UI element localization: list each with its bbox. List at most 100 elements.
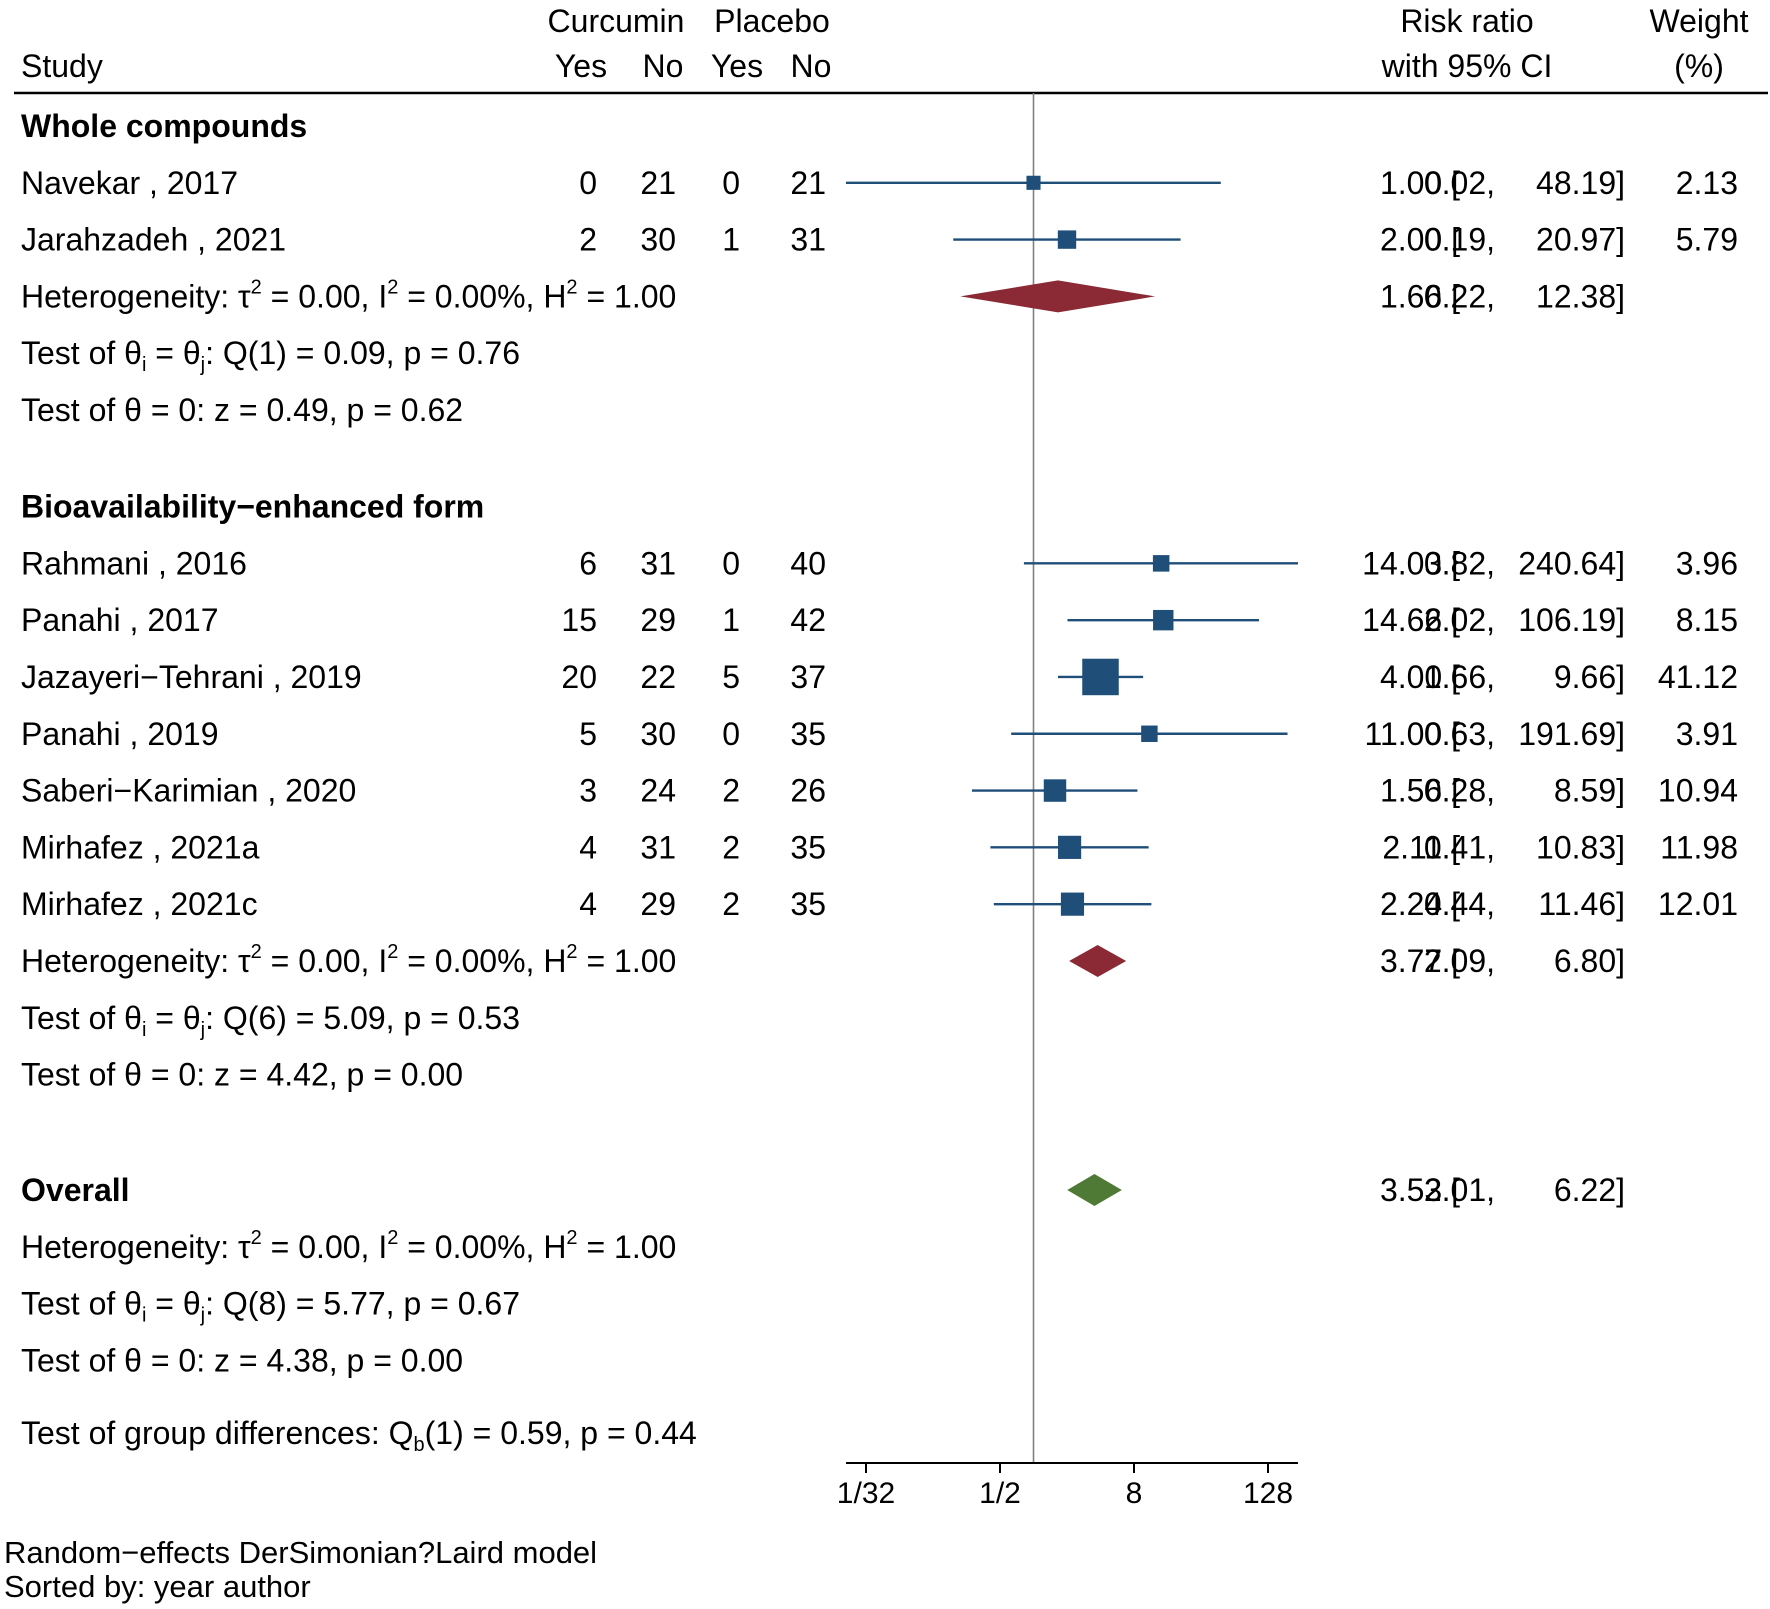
group-1-z-test: Test of θ = 0: z = 0.49, p = 0.62 bbox=[21, 392, 463, 428]
group-2-study-1-point bbox=[1152, 555, 1170, 572]
group-2-study-3-label: Jazayeri−Tehrani , 2019 bbox=[21, 659, 362, 695]
group-2-q-b: = θ bbox=[146, 1000, 200, 1036]
x-axis: 1/32 1/2 8 128 bbox=[837, 1462, 1298, 1510]
group-2-study-4-ci-upper: 191.69] bbox=[1518, 716, 1625, 752]
group-2-study-1-placebo-yes: 0 bbox=[722, 545, 740, 581]
group-2-study-3-rr: 4.00 [ bbox=[1380, 659, 1460, 695]
footer-model: Random−effects DerSimonian?Laird model bbox=[4, 1535, 597, 1570]
group-2-study-7-ci-lower: 0.44, bbox=[1424, 886, 1495, 922]
footer: Random−effects DerSimonian?Laird model S… bbox=[4, 1535, 597, 1604]
group-2-study-7-weight: 12.01 bbox=[1658, 886, 1738, 922]
group-2-study-3-curcumin-no: 22 bbox=[640, 659, 676, 695]
group-2-q-a: Test of θ bbox=[21, 1000, 142, 1036]
header-weight-line1: Weight bbox=[1649, 3, 1748, 39]
group-2-study-6-curcumin-no: 31 bbox=[640, 829, 676, 865]
group-2-study-1-ci-lower: 0.82, bbox=[1424, 545, 1495, 581]
group-1-het-sup-2: 2 bbox=[387, 276, 398, 298]
header-curcumin-yes: Yes bbox=[555, 48, 607, 84]
group-2-study-6-ci-lower: 0.41, bbox=[1424, 829, 1495, 865]
group-1-study-2-weight: 5.79 bbox=[1676, 222, 1738, 258]
header-rr-line1: Risk ratio bbox=[1400, 3, 1533, 39]
group-2-study-4-weight: 3.91 bbox=[1676, 716, 1738, 752]
group-2-title: Bioavailability−enhanced form bbox=[21, 489, 484, 525]
header-curcumin: Curcumin bbox=[548, 3, 685, 39]
group-2-study-5-weight: 10.94 bbox=[1658, 773, 1738, 809]
group-2-study-7-rr: 2.24 [ bbox=[1380, 886, 1460, 922]
group-2-study-7-curcumin-no: 29 bbox=[640, 886, 676, 922]
group-2-study-5-curcumin-yes: 3 bbox=[579, 773, 597, 809]
group-2-het-sup-1: 2 bbox=[251, 941, 262, 963]
overall-q-test: Test of θi = θj: Q(8) = 5.77, p = 0.67 bbox=[21, 1286, 520, 1327]
group-2-study-6-label: Mirhafez , 2021a bbox=[21, 829, 260, 865]
group-1-title: Whole compounds bbox=[21, 108, 307, 144]
group-1-study-1-point bbox=[1026, 175, 1041, 190]
group-2-study-5-point bbox=[1043, 779, 1067, 802]
group-2-study-1-label: Rahmani , 2016 bbox=[21, 545, 247, 581]
group-2-study-7-placebo-yes: 2 bbox=[722, 886, 740, 922]
group-2-q-sub-j: j bbox=[200, 1019, 205, 1041]
group-1-pooled-rr: 1.66 [ bbox=[1380, 278, 1460, 314]
group-2-study-7-point bbox=[1060, 892, 1085, 916]
group-2-study-4-curcumin-no: 30 bbox=[640, 716, 676, 752]
overall-q-sub-j: j bbox=[200, 1305, 205, 1327]
group-1-study-2-curcumin-no: 30 bbox=[640, 222, 676, 258]
group-2-study-3-ci-upper: 9.66] bbox=[1554, 659, 1625, 695]
group-1-study-1-label: Navekar , 2017 bbox=[21, 165, 238, 201]
overall-pooled-rr: 3.53 [ bbox=[1380, 1172, 1460, 1208]
svg-text:Test of group differences: Qb(: Test of group differences: Qb(1) = 0.59,… bbox=[21, 1415, 697, 1456]
group-2-study-2-ci-lower: 2.02, bbox=[1424, 602, 1495, 638]
group-difference-test: Test of group differences: Qb(1) = 0.59,… bbox=[21, 1415, 697, 1456]
group-2-study-1-curcumin-yes: 6 bbox=[579, 545, 597, 581]
group-2-z-test: Test of θ = 0: z = 4.42, p = 0.00 bbox=[21, 1057, 463, 1093]
group-1-study-2-point bbox=[1057, 230, 1077, 249]
group-2-pooled-rr: 3.77 [ bbox=[1380, 943, 1460, 979]
group-2-study-7-ci-upper: 11.46] bbox=[1538, 886, 1625, 922]
group-2-study-1-rr: 14.03 [ bbox=[1362, 545, 1460, 581]
group-1-het-value: = 1.00 bbox=[578, 278, 677, 314]
header-placebo-no: No bbox=[791, 48, 832, 84]
group-2-study-4-placebo-yes: 0 bbox=[722, 716, 740, 752]
group-1-q-c: : Q(1) = 0.09, p = 0.76 bbox=[205, 335, 520, 371]
group-2-study-6-placebo-no: 35 bbox=[790, 829, 826, 865]
overall-q-b: = θ bbox=[146, 1286, 200, 1322]
group-2-study-5-label: Saberi−Karimian , 2020 bbox=[21, 773, 356, 809]
group-test-text-a: Test of group differences: Q bbox=[21, 1415, 414, 1451]
overall-het-sup-1: 2 bbox=[251, 1227, 262, 1249]
group-2-study-2-rr: 14.66 [ bbox=[1362, 602, 1460, 638]
group-2-q-sub-i: i bbox=[142, 1019, 146, 1041]
group-1-study-2-label: Jarahzadeh , 2021 bbox=[21, 222, 286, 258]
group-1-q-sub-j: j bbox=[200, 354, 205, 376]
group-1-pooled-diamond bbox=[960, 280, 1156, 313]
overall-pooled-diamond bbox=[1067, 1174, 1122, 1206]
group-2-pooled-ci-upper: 6.80] bbox=[1554, 943, 1625, 979]
group-2-study-2-placebo-yes: 1 bbox=[722, 602, 740, 638]
group-2-study-1-ci-upper: 240.64] bbox=[1518, 545, 1625, 581]
group-1-q-b: = θ bbox=[146, 335, 200, 371]
overall-pooled-ci-lower: 2.01, bbox=[1424, 1172, 1495, 1208]
group-1-het-i: = 0.00, I bbox=[262, 278, 387, 314]
group-1-pooled-ci-lower: 0.22, bbox=[1424, 278, 1495, 314]
overall-het-tau: Heterogeneity: τ bbox=[21, 1229, 251, 1265]
group-1-study-2-placebo-no: 31 bbox=[790, 222, 826, 258]
overall-title: Overall bbox=[21, 1172, 130, 1208]
group-2-study-7-label: Mirhafez , 2021c bbox=[21, 886, 258, 922]
group-1-study-1-curcumin-no: 21 bbox=[640, 165, 676, 201]
group-2-study-1-placebo-no: 40 bbox=[790, 545, 826, 581]
group-1-het-sup-3: 2 bbox=[566, 276, 577, 298]
group-1-study-2-ci-lower: 0.19, bbox=[1424, 222, 1495, 258]
group-2-study-6-placebo-yes: 2 bbox=[722, 829, 740, 865]
overall-q-c: : Q(8) = 5.77, p = 0.67 bbox=[205, 1286, 520, 1322]
group-2-het-value: = 1.00 bbox=[578, 943, 677, 979]
group-1-study-1-curcumin-yes: 0 bbox=[579, 165, 597, 201]
group-2-study-1-weight: 3.96 bbox=[1676, 545, 1738, 581]
group-1-study-1-weight: 2.13 bbox=[1676, 165, 1738, 201]
group-2-study-4-ci-lower: 0.63, bbox=[1424, 716, 1495, 752]
group-2-study-2-placebo-no: 42 bbox=[790, 602, 826, 638]
group-1-q-sub-i: i bbox=[142, 354, 146, 376]
group-2-study-4-placebo-no: 35 bbox=[790, 716, 826, 752]
group-1-het-tau: Heterogeneity: τ bbox=[21, 278, 251, 314]
group-2-pooled-ci-lower: 2.09, bbox=[1424, 943, 1495, 979]
group-2-het-i: = 0.00, I bbox=[262, 943, 387, 979]
